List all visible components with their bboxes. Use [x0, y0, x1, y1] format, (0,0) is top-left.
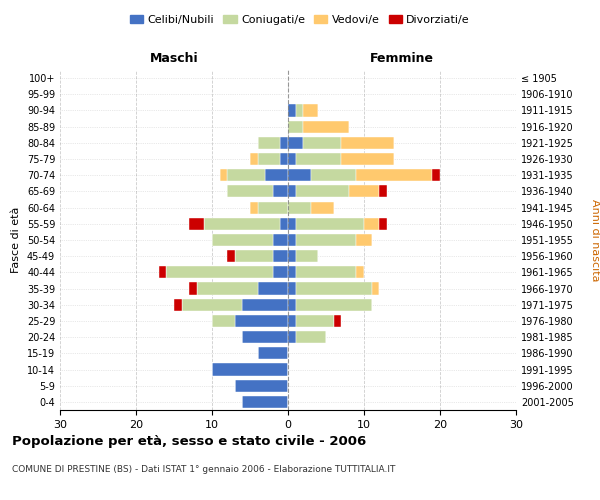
Bar: [311, 202, 334, 213]
Bar: [288, 315, 296, 327]
Bar: [212, 234, 273, 246]
Bar: [311, 169, 356, 181]
Bar: [288, 250, 296, 262]
Bar: [303, 137, 341, 149]
Bar: [296, 298, 371, 311]
Bar: [182, 298, 242, 311]
Y-axis label: Fasce di età: Fasce di età: [11, 207, 21, 273]
Bar: [356, 234, 371, 246]
Bar: [205, 218, 280, 230]
Bar: [296, 104, 303, 117]
Bar: [288, 282, 296, 294]
Bar: [227, 250, 235, 262]
Bar: [288, 266, 296, 278]
Bar: [280, 153, 288, 165]
Bar: [273, 266, 288, 278]
Bar: [197, 282, 257, 294]
Bar: [296, 250, 319, 262]
Bar: [349, 186, 379, 198]
Bar: [242, 298, 288, 311]
Bar: [288, 120, 303, 132]
Bar: [341, 153, 394, 165]
Bar: [288, 186, 296, 198]
Bar: [235, 315, 288, 327]
Bar: [212, 315, 235, 327]
Bar: [257, 137, 280, 149]
Bar: [273, 186, 288, 198]
Bar: [235, 250, 273, 262]
Bar: [296, 234, 356, 246]
Bar: [303, 104, 319, 117]
Bar: [174, 298, 182, 311]
Bar: [296, 282, 371, 294]
Bar: [433, 169, 440, 181]
Bar: [296, 153, 341, 165]
Bar: [288, 298, 296, 311]
Bar: [257, 153, 280, 165]
Bar: [334, 315, 341, 327]
Bar: [227, 186, 273, 198]
Bar: [189, 218, 205, 230]
Bar: [212, 364, 288, 376]
Text: Femmine: Femmine: [370, 52, 434, 65]
Bar: [159, 266, 166, 278]
Bar: [364, 218, 379, 230]
Legend: Celibi/Nubili, Coniugati/e, Vedovi/e, Divorziati/e: Celibi/Nubili, Coniugati/e, Vedovi/e, Di…: [125, 10, 475, 29]
Bar: [257, 348, 288, 360]
Bar: [288, 169, 311, 181]
Bar: [288, 153, 296, 165]
Bar: [273, 234, 288, 246]
Bar: [235, 380, 288, 392]
Bar: [189, 282, 197, 294]
Bar: [379, 186, 387, 198]
Bar: [288, 218, 296, 230]
Bar: [250, 153, 257, 165]
Bar: [242, 331, 288, 343]
Bar: [296, 186, 349, 198]
Bar: [227, 169, 265, 181]
Bar: [356, 169, 433, 181]
Text: COMUNE DI PRESTINE (BS) - Dati ISTAT 1° gennaio 2006 - Elaborazione TUTTITALIA.I: COMUNE DI PRESTINE (BS) - Dati ISTAT 1° …: [12, 465, 395, 474]
Bar: [296, 218, 364, 230]
Bar: [242, 396, 288, 408]
Bar: [296, 315, 334, 327]
Bar: [296, 266, 356, 278]
Bar: [273, 250, 288, 262]
Bar: [288, 137, 303, 149]
Text: Maschi: Maschi: [149, 52, 199, 65]
Bar: [257, 202, 288, 213]
Bar: [288, 331, 296, 343]
Text: Popolazione per età, sesso e stato civile - 2006: Popolazione per età, sesso e stato civil…: [12, 435, 366, 448]
Bar: [371, 282, 379, 294]
Bar: [288, 202, 311, 213]
Y-axis label: Anni di nascita: Anni di nascita: [590, 198, 600, 281]
Bar: [341, 137, 394, 149]
Bar: [250, 202, 257, 213]
Bar: [288, 104, 296, 117]
Bar: [280, 137, 288, 149]
Bar: [166, 266, 273, 278]
Bar: [379, 218, 387, 230]
Bar: [265, 169, 288, 181]
Bar: [220, 169, 227, 181]
Bar: [288, 234, 296, 246]
Bar: [296, 331, 326, 343]
Bar: [257, 282, 288, 294]
Bar: [280, 218, 288, 230]
Bar: [303, 120, 349, 132]
Bar: [356, 266, 364, 278]
